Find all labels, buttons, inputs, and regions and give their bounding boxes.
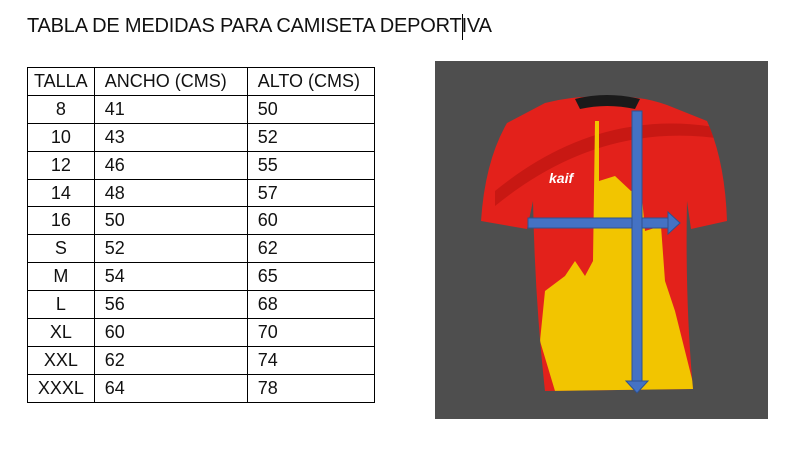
header-ancho: ANCHO (CMS) bbox=[93, 67, 248, 96]
table-row: 12 46 55 bbox=[27, 150, 375, 180]
table-header-row: TALLA ANCHO (CMS) ALTO (CMS) bbox=[27, 67, 375, 96]
cell-ancho: 60 bbox=[93, 318, 248, 347]
cell-ancho: 56 bbox=[93, 290, 248, 320]
cell-alto: 74 bbox=[246, 345, 375, 375]
cell-talla: L bbox=[27, 290, 95, 320]
shirt-pattern bbox=[495, 121, 727, 391]
cell-alto: 65 bbox=[246, 262, 375, 292]
width-arrow bbox=[527, 210, 681, 236]
table-row: XXXL 64 78 bbox=[27, 373, 375, 403]
text-cursor bbox=[462, 14, 463, 40]
cell-talla: S bbox=[27, 234, 95, 264]
header-talla: TALLA bbox=[27, 67, 95, 96]
cell-ancho: 50 bbox=[93, 206, 248, 236]
cell-talla: M bbox=[27, 262, 95, 292]
page-title: TABLA DE MEDIDAS PARA CAMISETA DEPORTIVA bbox=[27, 15, 492, 37]
table-row: M 54 65 bbox=[27, 262, 375, 292]
cell-ancho: 54 bbox=[93, 262, 248, 292]
cell-alto: 62 bbox=[246, 234, 375, 264]
cell-talla: XXL bbox=[27, 345, 95, 375]
shirt-image: kaif bbox=[435, 61, 768, 419]
cell-ancho: 41 bbox=[93, 94, 248, 124]
cell-ancho: 46 bbox=[93, 150, 248, 180]
table-row: 8 41 50 bbox=[27, 94, 375, 124]
cell-alto: 70 bbox=[246, 318, 375, 347]
shirt-illustration: kaif bbox=[481, 95, 727, 394]
table-row: 14 48 57 bbox=[27, 178, 375, 208]
table-row: L 56 68 bbox=[27, 290, 375, 320]
size-table: TALLA ANCHO (CMS) ALTO (CMS) 8 41 50 10 43 52… bbox=[27, 67, 375, 403]
cell-alto: 50 bbox=[246, 94, 375, 124]
brand-logo: kaif bbox=[549, 170, 574, 186]
cell-alto: 57 bbox=[246, 178, 375, 208]
cell-ancho: 62 bbox=[93, 345, 248, 375]
cell-alto: 68 bbox=[246, 290, 375, 320]
table-row: S 52 62 bbox=[27, 234, 375, 264]
cell-alto: 52 bbox=[246, 122, 375, 152]
cell-alto: 78 bbox=[246, 373, 375, 403]
cell-alto: 60 bbox=[246, 206, 375, 236]
cell-talla: 12 bbox=[27, 150, 95, 180]
shirt-collar bbox=[575, 95, 640, 109]
header-alto: ALTO (CMS) bbox=[246, 67, 375, 96]
table-row: 10 43 52 bbox=[27, 122, 375, 152]
table-row: XXL 62 74 bbox=[27, 345, 375, 375]
cell-ancho: 64 bbox=[93, 373, 248, 403]
cell-ancho: 52 bbox=[93, 234, 248, 264]
table-row: 16 50 60 bbox=[27, 206, 375, 236]
cell-talla: 14 bbox=[27, 178, 95, 208]
cell-talla: 10 bbox=[27, 122, 95, 152]
cell-alto: 55 bbox=[246, 150, 375, 180]
cell-talla: XXXL bbox=[27, 373, 95, 403]
cell-talla: 8 bbox=[27, 94, 95, 124]
height-arrow bbox=[624, 110, 650, 394]
cell-talla: XL bbox=[27, 318, 95, 347]
cell-ancho: 43 bbox=[93, 122, 248, 152]
table-row: XL 60 70 bbox=[27, 318, 375, 347]
cell-talla: 16 bbox=[27, 206, 95, 236]
cell-ancho: 48 bbox=[93, 178, 248, 208]
